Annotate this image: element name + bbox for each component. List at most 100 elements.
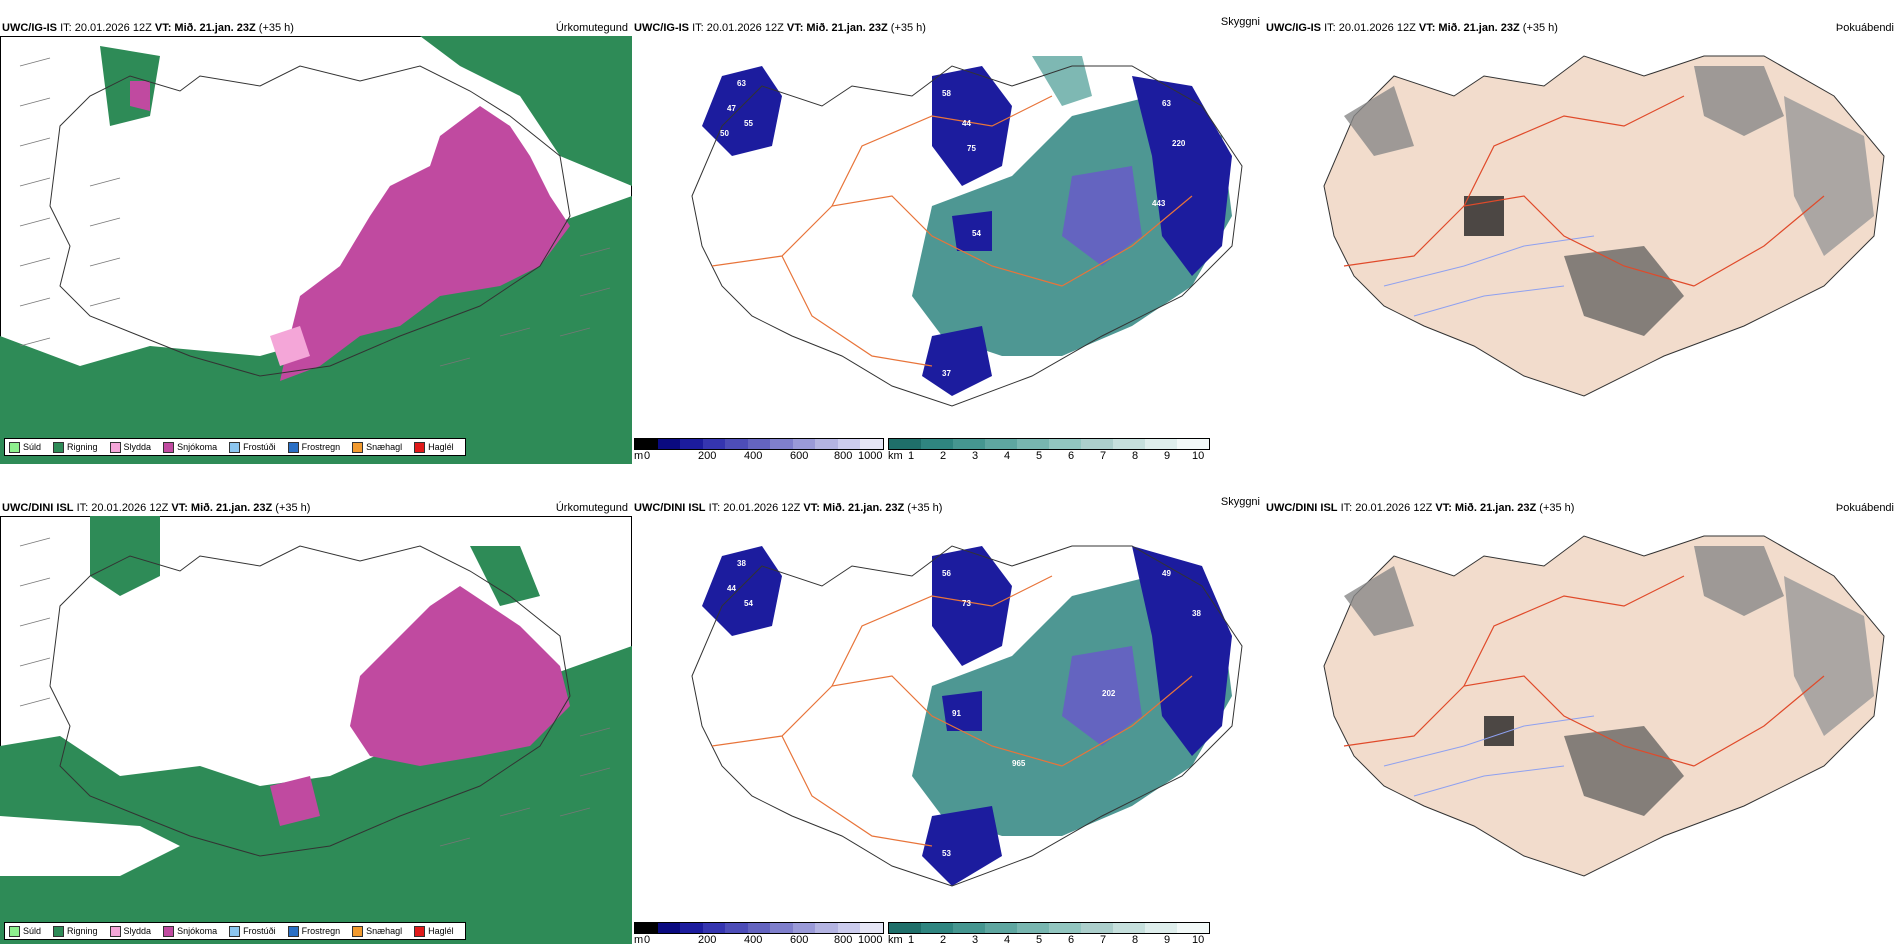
- map-label: 50: [720, 129, 729, 138]
- init-time: IT: 20.01.2026 12Z: [60, 22, 152, 34]
- map-label: 47: [727, 104, 736, 113]
- legend-item: Haglél: [414, 441, 454, 453]
- model-name: UWC/IG-IS: [634, 22, 689, 34]
- legend-item: Súld: [9, 441, 41, 453]
- fog-area: [1784, 576, 1874, 736]
- valid-time: Mið. 21.jan. 23Z: [822, 502, 905, 514]
- cbar-tick: 1: [908, 934, 915, 946]
- visibility-colorbar: [888, 922, 1210, 934]
- init-time: IT: 20.01.2026 12Z: [708, 502, 801, 514]
- cloud-height-area: [1062, 166, 1142, 266]
- valid-label: VT:: [154, 22, 172, 34]
- lead-time: (+35 h): [1522, 22, 1558, 34]
- cbar-tick: 3: [972, 934, 979, 946]
- cbar-tick: 200: [698, 934, 717, 946]
- cloud-height-area: [702, 546, 782, 636]
- valid-label: VT:: [1418, 22, 1436, 34]
- panel-header: UWC/DINI ISL IT: 20.01.2026 12Z VT: Mið.…: [1266, 502, 1574, 514]
- cbar-tick: 800: [834, 934, 853, 946]
- roads: [1343, 575, 1825, 767]
- cloud-height-area: [1132, 546, 1232, 756]
- valid-time: Mið. 21.jan. 23Z: [190, 502, 273, 514]
- cbar-tick: 4: [1004, 934, 1011, 946]
- roads: [711, 95, 1193, 367]
- valid-label: VT:: [803, 502, 820, 514]
- cloud-height-colorbar: [634, 922, 884, 934]
- fog-area: [1344, 86, 1414, 156]
- map-label: 220: [1172, 139, 1186, 148]
- cbar-tick: 2: [940, 934, 947, 946]
- panel-header: UWC/DINI ISL IT: 20.01.2026 12Z VT: Mið.…: [2, 502, 310, 514]
- cloud-height-area: [1062, 646, 1142, 746]
- legend-item: Frostregn: [287, 441, 340, 453]
- wind-barbs: [19, 537, 611, 847]
- cloud-height-area: [932, 66, 1012, 186]
- rain-area: [470, 546, 540, 606]
- panel-title: Úrkomutegund: [555, 502, 628, 514]
- cloud-height-area: [922, 806, 1002, 886]
- fog-area: [1564, 246, 1684, 336]
- panel-header: UWC/IG-IS IT: 20.01.2026 12Z VT: Mið. 21…: [2, 22, 294, 34]
- map-label: 56: [942, 569, 951, 578]
- cloud-height-colorbar: [634, 438, 884, 450]
- model-name: UWC/DINI ISL: [634, 502, 706, 514]
- fog-area: [1784, 96, 1874, 256]
- cbar-tick: 400: [744, 934, 763, 946]
- snow-area: [130, 81, 150, 111]
- cbar-tick: 9: [1164, 450, 1171, 462]
- fog-area: [1344, 566, 1414, 636]
- visibility-unit: km: [888, 450, 903, 462]
- legend-item: Snjókoma: [163, 925, 217, 937]
- cbar-tick: 7: [1100, 934, 1107, 946]
- cbar-tick: 0: [644, 934, 651, 946]
- rivers: [1383, 715, 1595, 797]
- cbar-tick: 7: [1100, 450, 1107, 462]
- map-label: 91: [952, 709, 961, 718]
- cbar-tick: 200: [698, 450, 717, 462]
- coastline: [49, 545, 571, 857]
- cbar-tick: 2: [940, 450, 947, 462]
- cbar-tick: 400: [744, 450, 763, 462]
- panel-header: UWC/IG-IS IT: 20.01.2026 12Z VT: Mið. 21…: [634, 22, 926, 34]
- cbar-tick: 8: [1132, 450, 1139, 462]
- map-label: 75: [967, 144, 976, 153]
- snow-area: [280, 106, 570, 381]
- legend-item: Frostúði: [229, 925, 276, 937]
- cloud-height-area: [932, 546, 1012, 666]
- wind-barbs: [19, 57, 611, 367]
- land: [1323, 55, 1885, 397]
- init-time: IT: 20.01.2026 12Z: [76, 502, 169, 514]
- fog-area: [1484, 716, 1514, 746]
- precip-legend: Súld Rigning Slydda Snjókoma Frostúði Fr…: [4, 438, 466, 456]
- visibility-unit: km: [888, 934, 903, 946]
- coastline: [691, 65, 1243, 407]
- height-labels: 38 44 54 56 73 49 38 202 965 91 53: [727, 559, 1201, 858]
- cloud-visibility-panel-bottom: UWC/DINI ISL IT: 20.01.2026 12Z VT: Mið.…: [632, 494, 1264, 950]
- map-label: 49: [1162, 569, 1171, 578]
- init-time: IT: 20.01.2026 12Z: [1324, 22, 1416, 34]
- cbar-tick: 9: [1164, 934, 1171, 946]
- map-label: 58: [942, 89, 951, 98]
- land: [1323, 535, 1885, 877]
- fog-area: [1694, 546, 1784, 616]
- legend-item: Rigning: [53, 441, 98, 453]
- init-time: IT: 20.01.2026 12Z: [692, 22, 784, 34]
- cbar-tick: 1: [908, 450, 915, 462]
- valid-time: Mið. 21.jan. 23Z: [1438, 22, 1520, 34]
- map-label: 44: [727, 584, 736, 593]
- precip-type-map: [0, 516, 632, 944]
- cbar-tick: 800: [834, 450, 853, 462]
- precip-type-map: [0, 36, 632, 464]
- legend-item: Súld: [9, 925, 41, 937]
- legend-item: Slydda: [109, 441, 151, 453]
- cbar-tick: 5: [1036, 450, 1043, 462]
- map-label: 37: [942, 369, 951, 378]
- teal-visibility-area: [1032, 56, 1092, 106]
- legend-item: Rigning: [53, 925, 98, 937]
- rain-area: [0, 196, 632, 464]
- init-time: IT: 20.01.2026 12Z: [1340, 502, 1433, 514]
- model-name: UWC/IG-IS: [2, 22, 57, 34]
- cloud-visibility-panel-top: UWC/IG-IS IT: 20.01.2026 12Z VT: Mið. 21…: [632, 14, 1264, 464]
- map-label: 202: [1102, 689, 1116, 698]
- fog-panel-bottom: UWC/DINI ISL IT: 20.01.2026 12Z VT: Mið.…: [1264, 494, 1900, 950]
